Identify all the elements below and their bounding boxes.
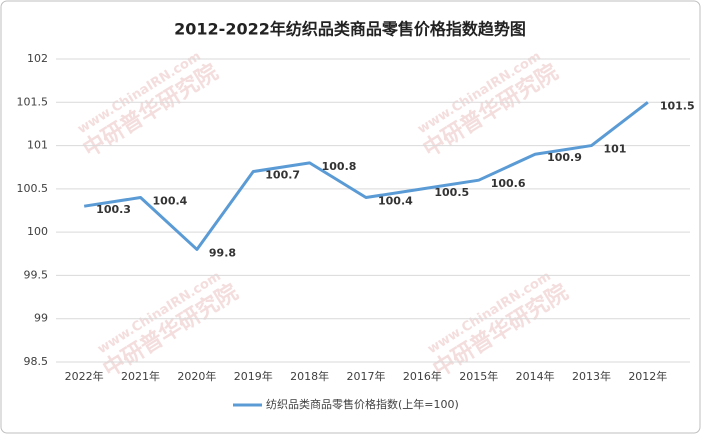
x-tick-label: 2020年 [177, 369, 216, 383]
x-tick-label: 2015年 [459, 369, 498, 383]
y-tick-label: 100 [27, 225, 48, 238]
y-tick-label: 101 [27, 139, 48, 152]
y-tick-label: 101.5 [17, 95, 49, 108]
value-label: 100.7 [265, 169, 300, 182]
x-tick-label: 2021年 [121, 369, 160, 383]
legend-label: 纺织品类商品零售价格指数(上年=100) [266, 397, 459, 411]
value-label: 101 [603, 143, 626, 156]
chart-title: 2012-2022年纺织品类商品零售价格指数趋势图 [174, 20, 526, 39]
series-line [83, 101, 649, 251]
x-tick-label: 2013年 [572, 369, 611, 383]
value-label: 101.5 [660, 99, 695, 112]
y-tick-label: 99.5 [24, 268, 49, 281]
y-tick-label: 100.5 [17, 182, 49, 195]
y-tick-label: 102 [27, 52, 48, 65]
value-label: 100.4 [153, 195, 188, 208]
value-label: 100.9 [547, 151, 582, 164]
x-tick-label: 2022年 [65, 369, 104, 383]
value-label: 99.8 [209, 246, 236, 259]
x-tick-label: 2014年 [516, 369, 555, 383]
value-label: 100.5 [434, 186, 469, 199]
x-tick-label: 2018年 [290, 369, 329, 383]
x-tick-label: 2017年 [347, 369, 386, 383]
y-tick-label: 99 [34, 312, 48, 325]
value-label: 100.6 [491, 177, 526, 190]
x-tick-label: 2019年 [234, 369, 273, 383]
value-label: 100.8 [322, 160, 357, 173]
y-tick-label: 98.5 [24, 355, 49, 368]
value-label: 100.3 [96, 203, 131, 216]
value-label: 100.4 [378, 195, 413, 208]
x-tick-label: 2016年 [403, 369, 442, 383]
x-tick-label: 2012年 [628, 369, 667, 383]
